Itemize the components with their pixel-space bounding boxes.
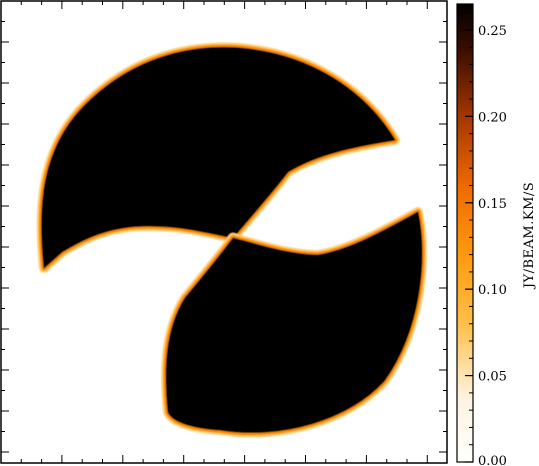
colorbar-tick-label: 0.00	[478, 454, 507, 466]
colorbar-tick-label: 0.20	[478, 110, 507, 125]
emission-layer	[36, 42, 427, 438]
map-axis-ticks	[1, 1, 447, 463]
colorbar-ticks: 0.00 0.05 0.10 0.15 0.20 0.25	[465, 12, 507, 466]
colorbar-label: JY/BEAM.KM/S	[522, 182, 537, 290]
colorbar-tick-label: 0.15	[478, 197, 507, 212]
upper-left-lobe-core	[41, 46, 396, 269]
colorbar-tick-label: 0.10	[478, 283, 507, 298]
colorbar-tick-label: 0.05	[478, 370, 507, 385]
colorbar-tick-label: 0.25	[478, 24, 507, 39]
lower-right-lobe-core	[165, 211, 423, 433]
